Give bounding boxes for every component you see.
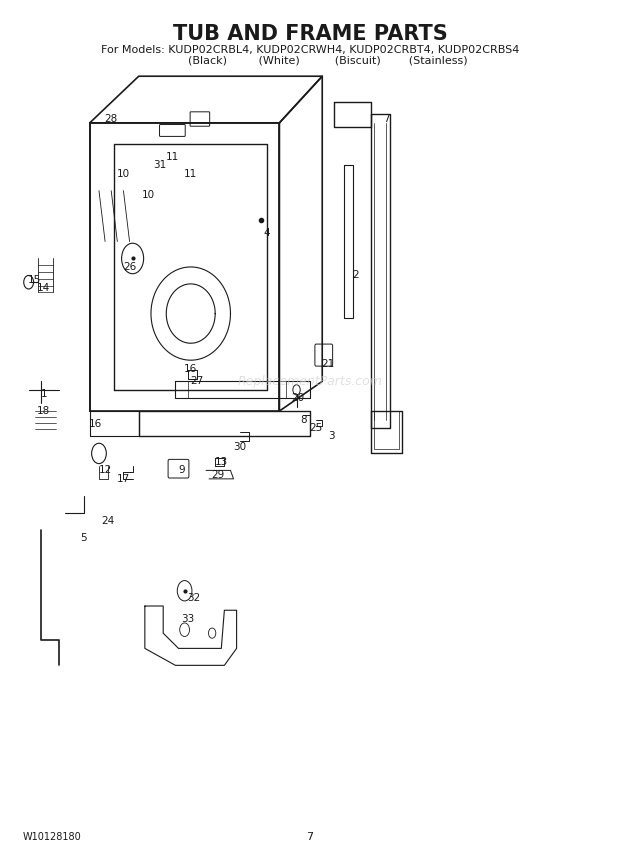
Text: 27: 27 [190, 377, 203, 386]
Text: 11: 11 [184, 169, 197, 179]
Text: 9: 9 [178, 466, 185, 475]
Text: For Models: KUDP02CRBL4, KUDP02CRWH4, KUDP02CRBT4, KUDP02CRBS4: For Models: KUDP02CRBL4, KUDP02CRWH4, KU… [101, 45, 519, 55]
Text: 30: 30 [233, 442, 246, 452]
Text: 15: 15 [28, 275, 42, 285]
Text: 26: 26 [123, 262, 136, 272]
Text: 29: 29 [211, 470, 225, 479]
Text: 10: 10 [117, 169, 130, 179]
Text: 7: 7 [383, 114, 390, 123]
Text: 17: 17 [117, 474, 130, 484]
Text: 8: 8 [301, 414, 307, 425]
Text: 10: 10 [141, 190, 154, 200]
Text: 25: 25 [309, 423, 323, 433]
Text: 12: 12 [99, 466, 112, 475]
Text: 4: 4 [264, 228, 270, 238]
Text: (Black)         (White)          (Biscuit)        (Stainless): (Black) (White) (Biscuit) (Stainless) [153, 56, 467, 66]
Text: 13: 13 [215, 457, 228, 467]
Text: 24: 24 [102, 516, 115, 526]
Text: 33: 33 [181, 614, 194, 624]
Text: 1: 1 [41, 389, 47, 399]
Text: 28: 28 [105, 114, 118, 123]
Text: ReplacementParts.com: ReplacementParts.com [237, 375, 383, 388]
Text: W10128180: W10128180 [22, 831, 81, 841]
Text: 21: 21 [322, 360, 335, 370]
Text: 20: 20 [291, 393, 304, 403]
Text: TUB AND FRAME PARTS: TUB AND FRAME PARTS [172, 24, 448, 44]
Text: 14: 14 [37, 283, 51, 293]
Text: 5: 5 [81, 533, 87, 544]
Text: 2: 2 [353, 270, 359, 281]
Text: 3: 3 [328, 431, 335, 442]
Text: 16: 16 [89, 419, 102, 429]
Text: 18: 18 [37, 406, 51, 416]
Text: 31: 31 [154, 160, 167, 170]
Text: 7: 7 [306, 831, 314, 841]
Text: 32: 32 [187, 592, 200, 603]
Text: 16: 16 [184, 364, 197, 374]
Text: 11: 11 [166, 152, 179, 162]
